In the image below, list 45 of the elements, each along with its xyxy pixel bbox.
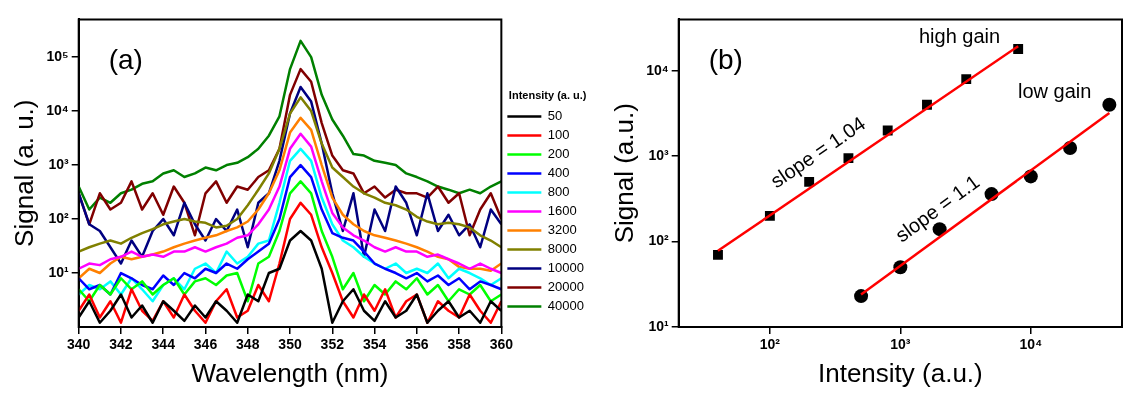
y-tick-label: 10⁵: [46, 47, 69, 64]
y-tick-label: 10³: [48, 155, 70, 172]
annotation: (a): [108, 44, 143, 76]
legend-label: 40000: [547, 298, 585, 314]
x-tick-label: 352: [320, 336, 345, 353]
y-tick-label: 10¹: [648, 317, 670, 334]
legend-label: 800: [547, 184, 570, 200]
y-tick-label: 10²: [648, 232, 670, 249]
x-tick-label: 340: [67, 336, 91, 353]
y-axis-title: Signal (a. u.): [8, 99, 39, 247]
y-tick-label: 10²: [48, 209, 70, 226]
legend-label: 200: [547, 146, 570, 162]
legend-label: 400: [547, 165, 570, 181]
y-tick-label: 10⁴: [46, 101, 69, 118]
legend-label: 1600: [547, 203, 577, 219]
x-tick-label: 10⁴: [1019, 336, 1043, 353]
x-axis-title: Intensity (a.u.): [817, 357, 983, 388]
x-tick-label: 358: [447, 336, 471, 353]
x-tick-label: 348: [236, 336, 260, 353]
y-tick-label: 10⁴: [646, 61, 669, 78]
x-tick-label: 346: [193, 336, 218, 353]
y-axis-title: Signal (a.u.): [608, 103, 639, 244]
annotation: low gain: [1017, 80, 1092, 103]
annotation: high gain: [918, 24, 1001, 47]
legend-label: 8000: [547, 241, 577, 257]
legend-label: 3200: [547, 222, 577, 238]
x-tick-label: 342: [109, 336, 133, 353]
x-tick-label: 360: [489, 336, 514, 353]
x-tick-label: 350: [278, 336, 302, 353]
x-tick-label: 356: [405, 336, 429, 353]
legend-label: 100: [547, 127, 570, 143]
annotation: slope = 1.1: [891, 170, 984, 247]
y-tick-label: 10³: [648, 147, 670, 164]
legend-label: 20000: [547, 279, 585, 295]
x-tick-label: 10²: [759, 336, 781, 353]
annotation: slope = 1.04: [766, 112, 870, 192]
x-axis-title: Wavelength (nm): [191, 357, 389, 388]
annotation: (b): [708, 44, 743, 76]
x-tick-label: 354: [362, 336, 387, 353]
x-tick-label: 344: [151, 336, 176, 353]
x-tick-label: 10³: [890, 336, 911, 353]
legend-title: Intensity (a. u.): [508, 89, 587, 102]
y-tick-label: 10¹: [48, 263, 70, 280]
legend-label: 10000: [547, 260, 585, 276]
legend-label: 50: [547, 108, 563, 124]
